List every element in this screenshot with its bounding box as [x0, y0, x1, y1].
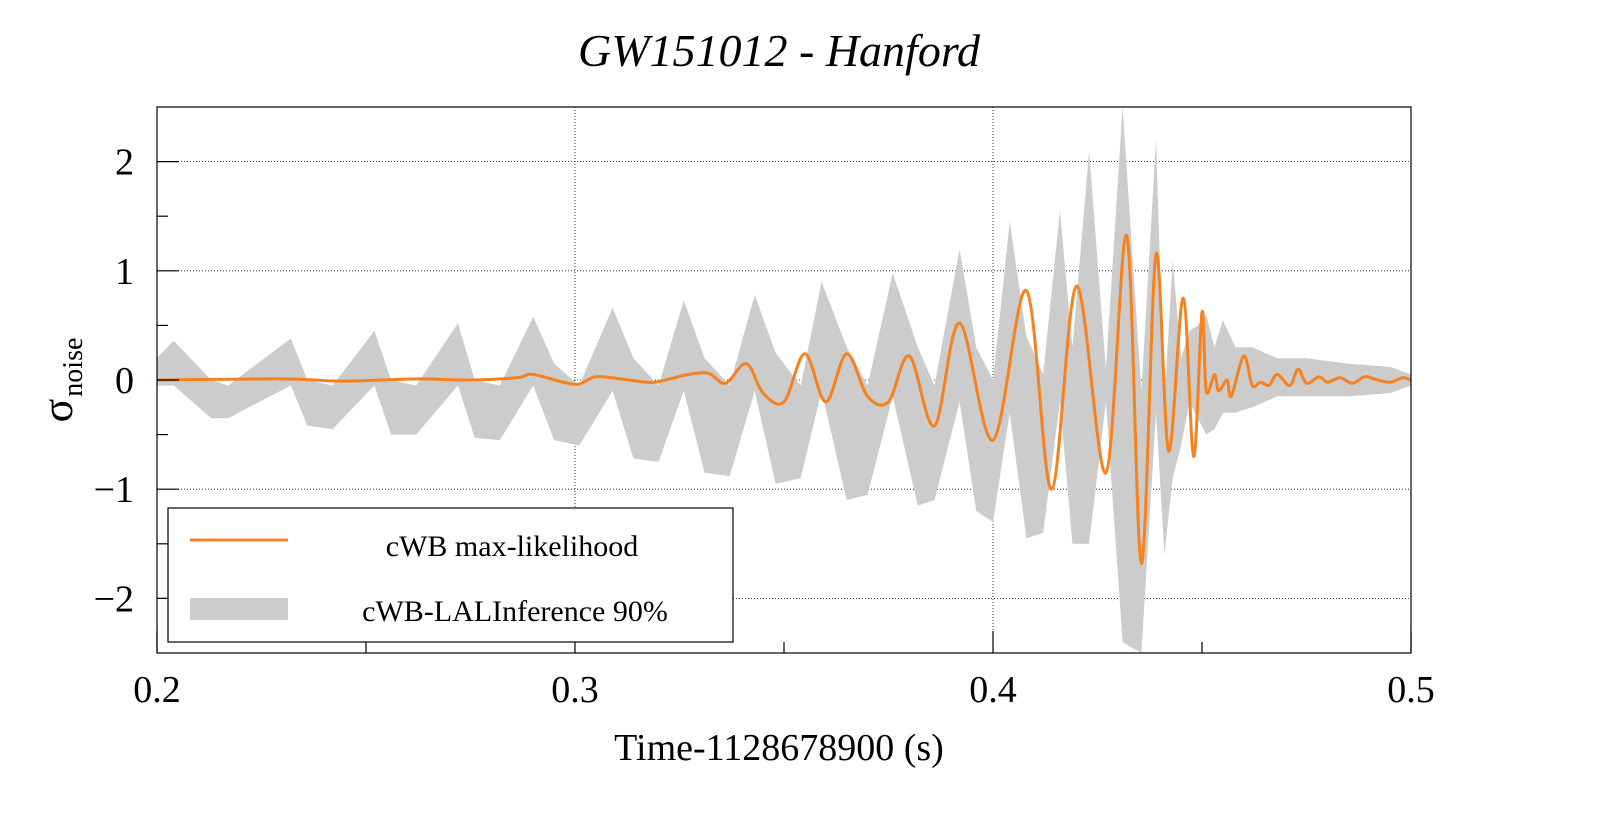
y-tick-label: 0	[115, 360, 134, 402]
chart-title: GW151012 - Hanford	[578, 25, 981, 76]
x-tick-label: 0.3	[551, 669, 599, 711]
band-layer	[157, 107, 1411, 653]
y-tick-label: −1	[94, 469, 134, 511]
line-layer	[157, 234, 1411, 566]
legend-label-line: cWB max-likelihood	[386, 530, 638, 563]
svg-text:σnoise: σnoise	[33, 338, 89, 423]
y-tick-labels: −2 −1 0 1 2	[94, 142, 134, 621]
legend-label-band: cWB-LALInference 90%	[362, 595, 668, 628]
y-axis-label-sub: noise	[58, 338, 89, 397]
y-tick-label: 2	[115, 142, 134, 184]
x-axis-label: Time-1128678900 (s)	[614, 727, 944, 769]
legend-swatch-band	[190, 598, 288, 620]
legend: cWB max-likelihood cWB-LALInference 90%	[167, 507, 734, 643]
y-tick-label: 1	[115, 251, 134, 293]
y-axis-label-main: σ	[33, 398, 82, 422]
x-tick-labels: 0.2 0.3 0.4 0.5	[133, 669, 1435, 711]
y-axis-label: σnoise	[33, 338, 89, 423]
x-tick-label: 0.2	[133, 669, 181, 711]
axis-ticks	[156, 161, 1412, 653]
x-tick-label: 0.4	[969, 669, 1017, 711]
band-area-90pct	[157, 107, 1411, 653]
y-tick-label: −2	[94, 578, 134, 620]
x-tick-label: 0.5	[1387, 669, 1435, 711]
max-likelihood-line	[157, 234, 1411, 566]
